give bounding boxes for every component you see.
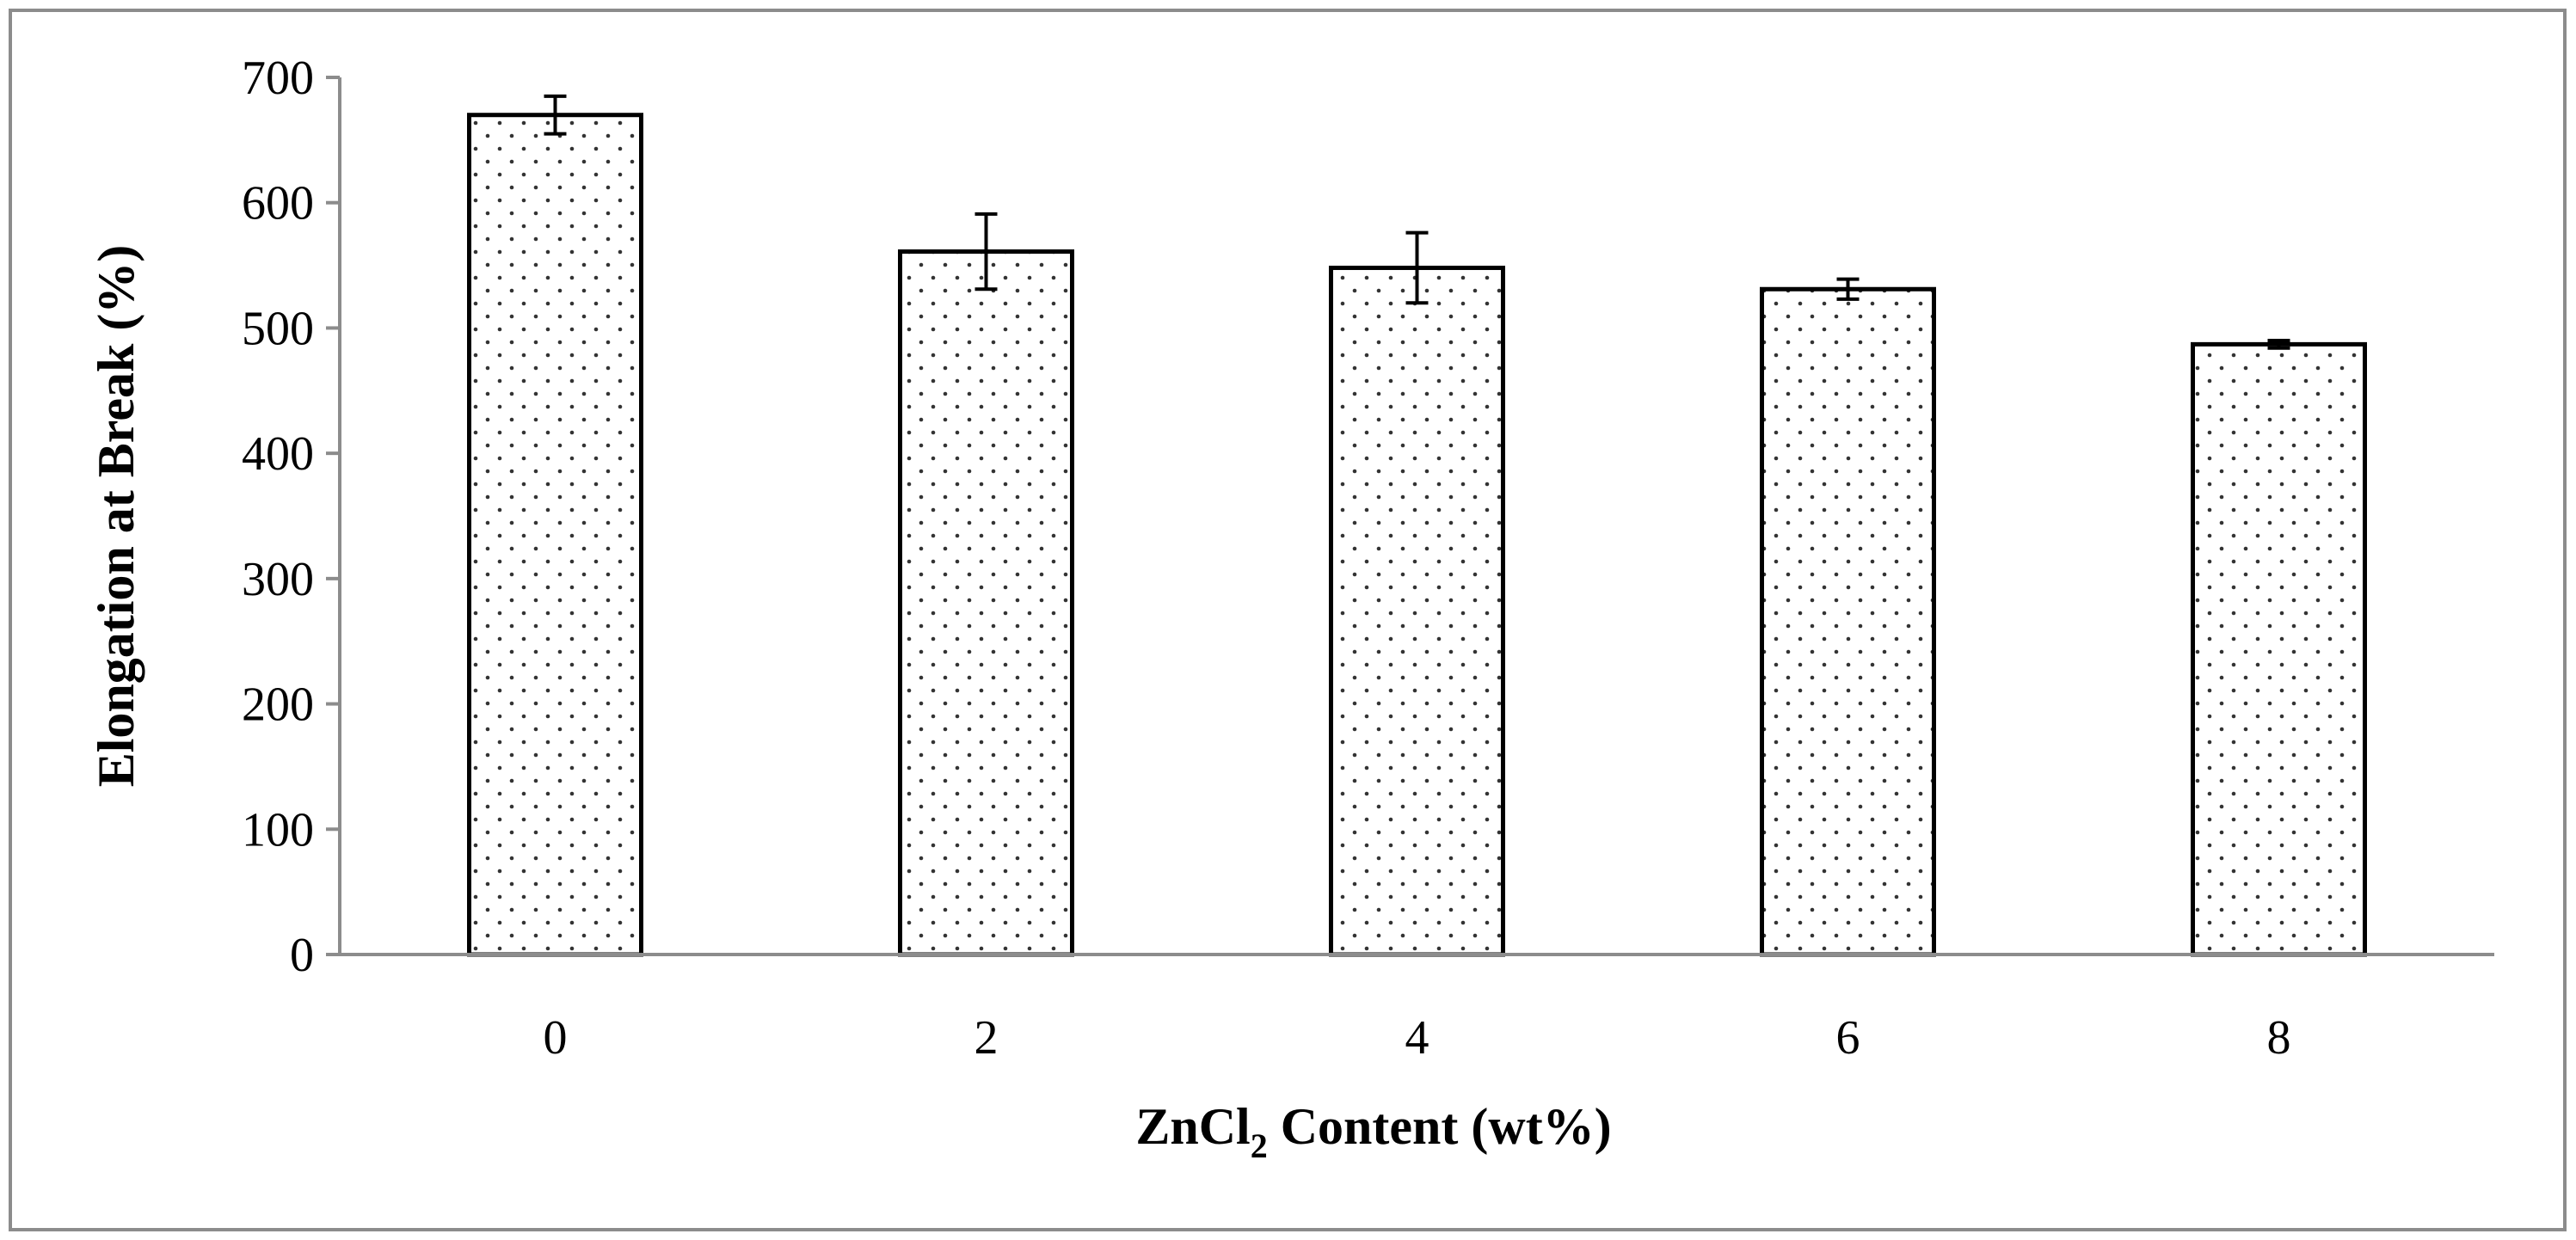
x-tick-label: 6	[1836, 1011, 1860, 1065]
y-tick-label: 700	[242, 52, 314, 105]
x-tick-label: 4	[1405, 1011, 1429, 1065]
error-bar-4	[1405, 230, 1429, 305]
x-axis-title-subscript: 2	[1251, 1126, 1268, 1165]
bar-4	[1329, 265, 1505, 957]
y-tick-label: 100	[242, 803, 314, 856]
x-tick-labels: 0 2 4 6 8	[544, 1011, 2291, 1065]
x-axis-title: ZnCl2 Content (wt%)	[1135, 1098, 1611, 1165]
bar-8	[2191, 341, 2367, 957]
y-axis-title: Elongation at Break (%)	[88, 245, 144, 788]
error-bar-8	[2267, 339, 2290, 350]
y-tick-label: 300	[242, 553, 314, 606]
y-tick-label: 400	[242, 427, 314, 481]
y-tick-label: 600	[242, 177, 314, 230]
plot-area	[467, 94, 2367, 957]
bar-0	[467, 113, 643, 957]
y-tick-label: 500	[242, 302, 314, 355]
error-bar-2	[974, 212, 998, 292]
error-bar-6	[1836, 277, 1860, 301]
y-tick-labels: 0 100 200 300 400 500 600 700	[242, 52, 340, 982]
x-tick-label: 8	[2267, 1011, 2291, 1065]
x-axis-title-suffix: Content (wt%)	[1268, 1098, 1612, 1155]
bar-6	[1760, 286, 1936, 957]
x-axis-title-prefix: ZnCl	[1135, 1098, 1250, 1155]
x-tick-label: 0	[544, 1011, 568, 1065]
x-tick-label: 2	[974, 1011, 999, 1065]
bar-2	[898, 249, 1074, 957]
y-tick-label: 200	[242, 678, 314, 732]
y-tick-label: 0	[290, 929, 314, 982]
outer-frame	[9, 9, 2567, 1231]
error-bar-0	[544, 94, 567, 136]
